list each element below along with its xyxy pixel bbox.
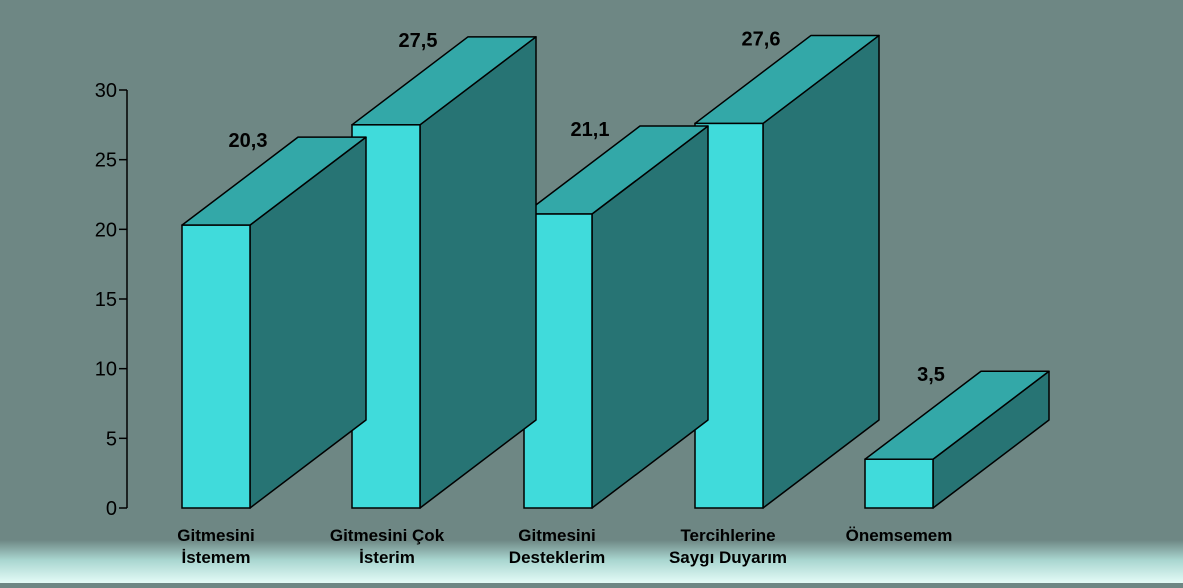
x-category-label-line: Saygı Duyarım (669, 548, 787, 567)
y-tick-label: 20 (95, 219, 117, 241)
y-tick-label: 30 (95, 80, 117, 102)
bar (694, 34, 880, 509)
y-tick-label: 15 (95, 289, 117, 311)
bar-front-face (181, 224, 251, 509)
x-category-label-line: İstemem (182, 548, 251, 567)
y-tick-label: 10 (95, 359, 117, 381)
y-tick-label: 5 (106, 428, 117, 450)
x-category-label-line: Gitmesini (177, 526, 254, 545)
x-category-label-line: Tercihlerine (680, 526, 775, 545)
y-tick-label: 0 (106, 498, 117, 520)
data-label: 3,5 (917, 364, 945, 386)
x-category-label-line: Gitmesini Çok (330, 526, 445, 545)
x-category-label: Gitmesini Çok İsterim (330, 526, 445, 567)
bar (181, 136, 367, 509)
x-category-label-line: Önemsemem (846, 526, 953, 545)
x-category-label: Gitmesini Desteklerim (509, 526, 605, 567)
data-label: 27,6 (742, 28, 781, 50)
x-category-label-line: Gitmesini (518, 526, 595, 545)
bar (523, 125, 709, 509)
bar (864, 370, 1050, 509)
data-label: 20,3 (229, 130, 268, 152)
x-category-label-line: Desteklerim (509, 548, 605, 567)
y-tick-label: 25 (95, 150, 117, 172)
data-label: 21,1 (571, 119, 610, 141)
x-category-label-line: İsterim (359, 548, 415, 567)
x-category-label: Önemsemem (846, 526, 953, 545)
x-category-label: Tercihlerine Saygı Duyarım (669, 526, 787, 567)
bar-front-face (864, 458, 934, 509)
bar (351, 36, 537, 509)
data-label: 27,5 (399, 30, 438, 52)
x-category-label: Gitmesini İstemem (177, 526, 254, 567)
